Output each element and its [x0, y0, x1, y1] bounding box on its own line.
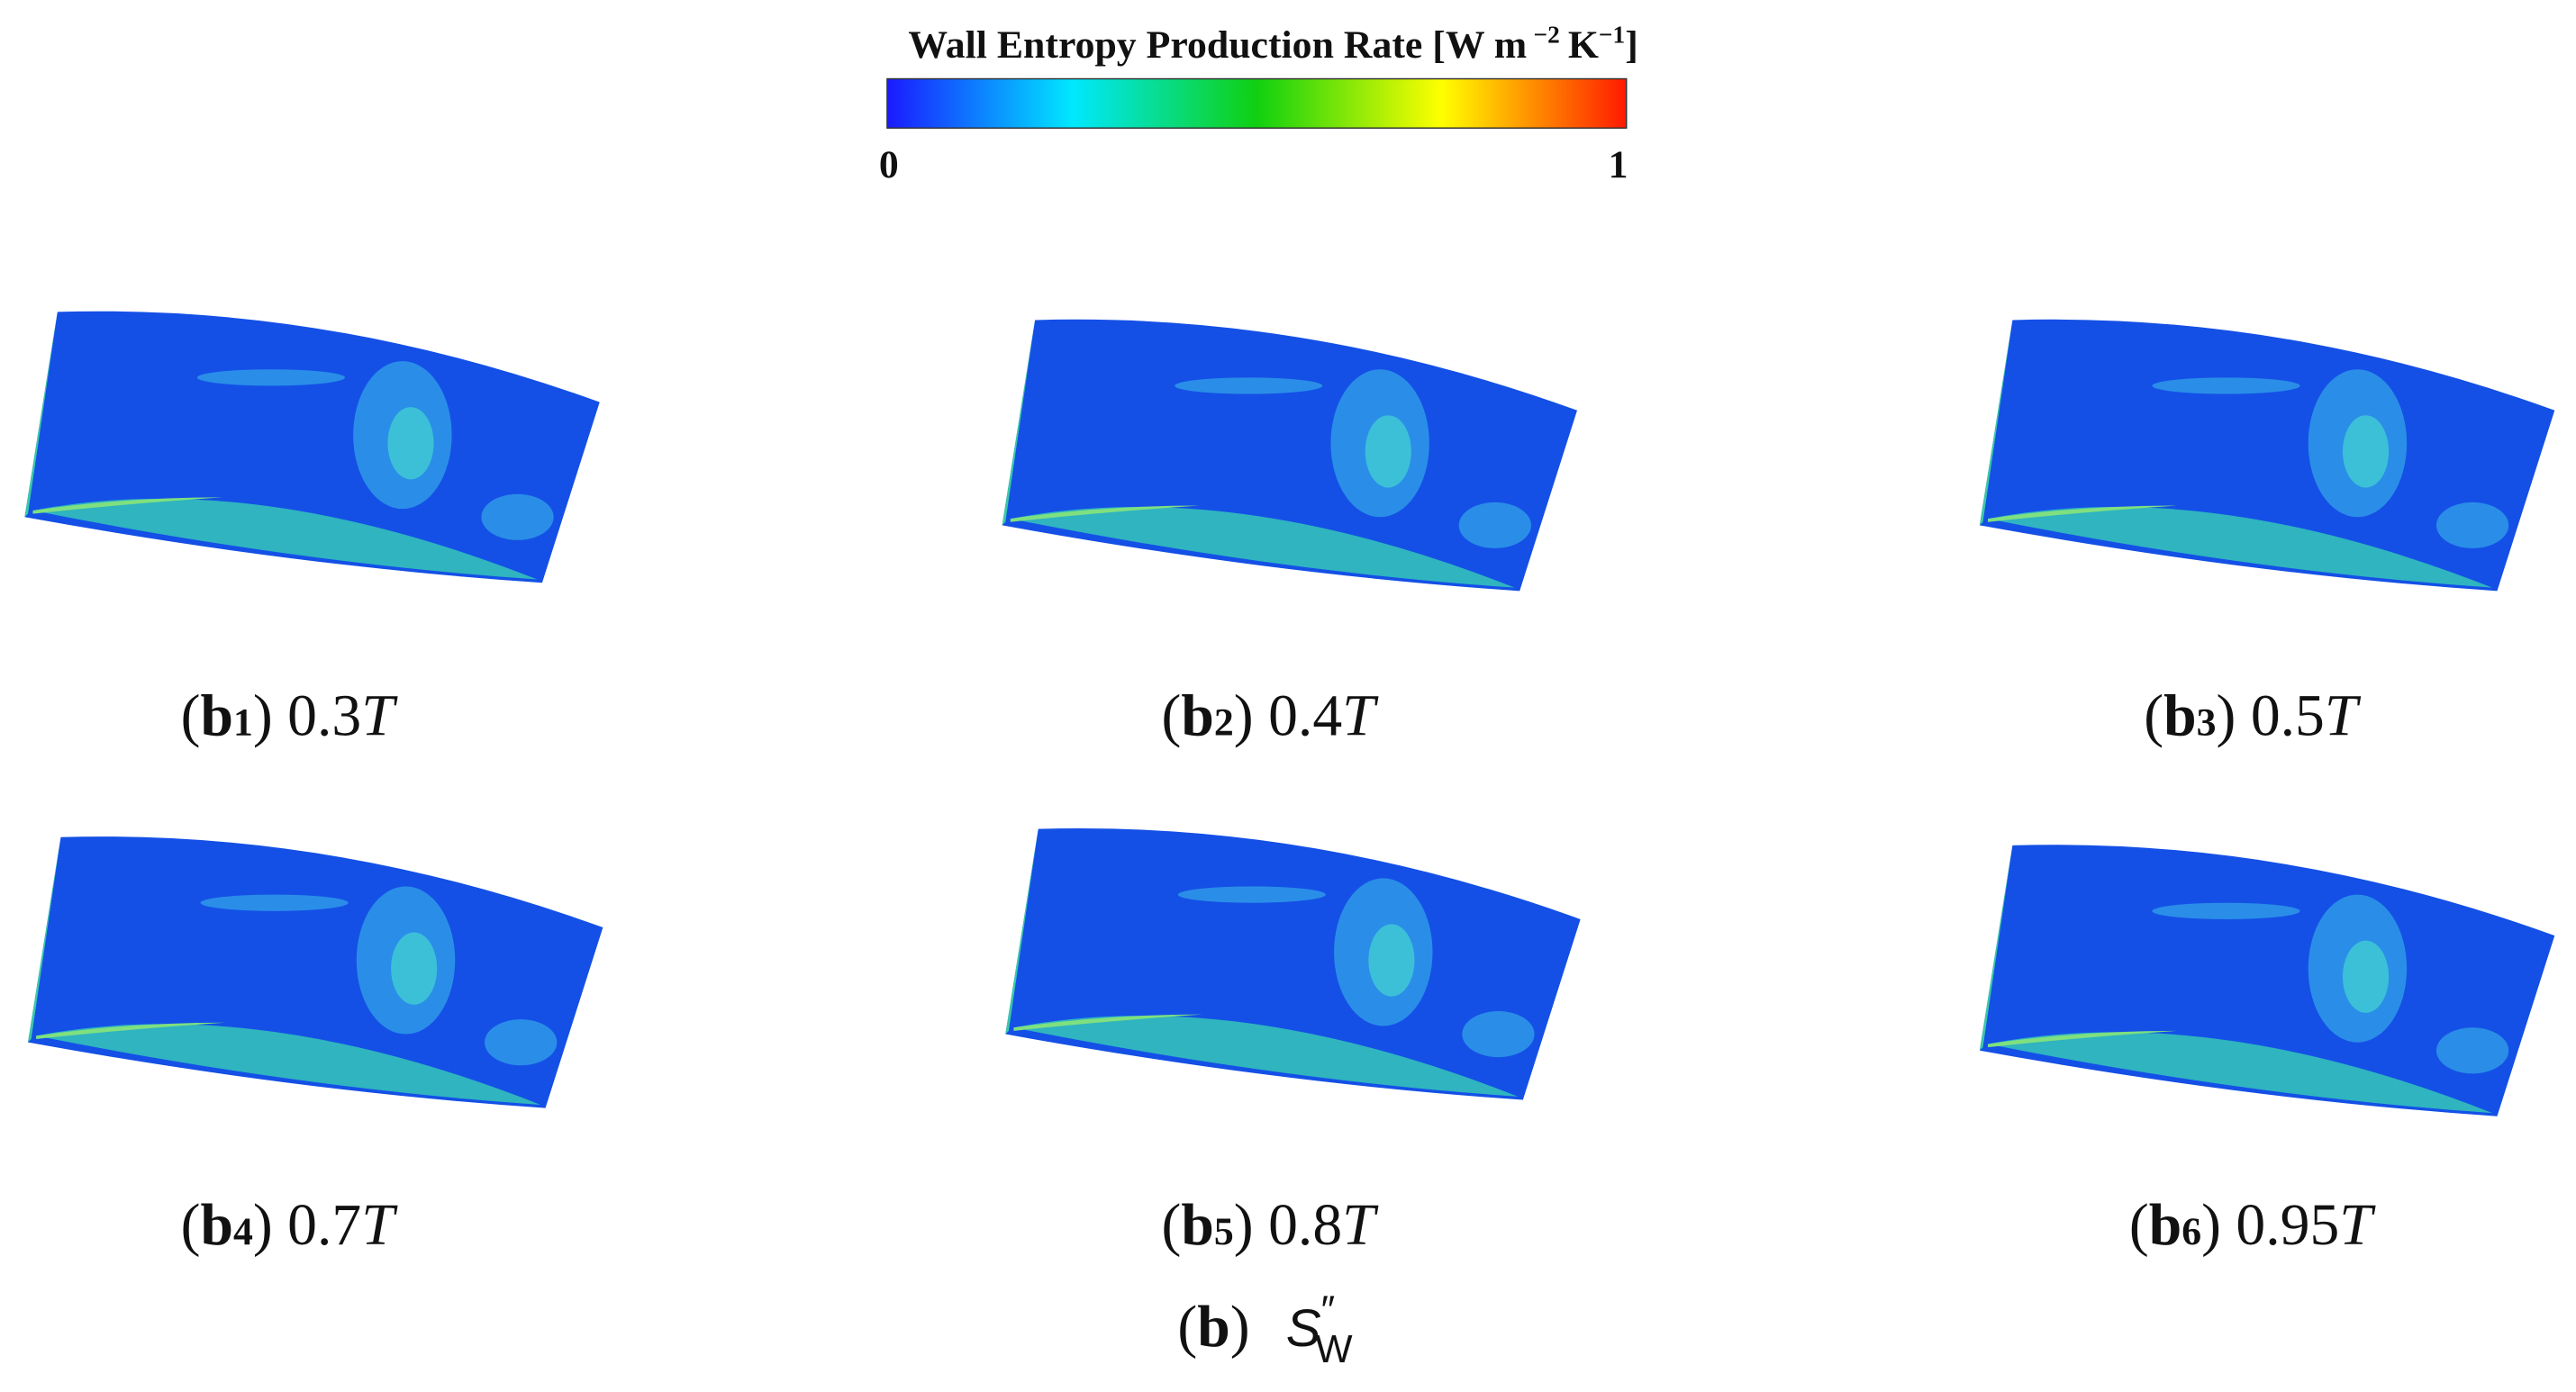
bracket: )	[253, 684, 273, 749]
bracket: (	[1162, 1193, 1182, 1258]
blade-contour	[1005, 827, 1581, 1100]
panel-time: 0.8	[1268, 1193, 1342, 1258]
caption-symbol: S	[1286, 1299, 1321, 1358]
panel-time: 0.4	[1268, 684, 1342, 749]
bracket: )	[2201, 1193, 2221, 1258]
bracket: )	[1234, 1193, 1254, 1258]
blade-contour	[1979, 845, 2555, 1116]
panel-time: 0.3	[287, 684, 361, 749]
bracket: (	[2144, 684, 2163, 749]
bracket: (	[181, 1193, 201, 1258]
bracket: )	[253, 1193, 273, 1258]
title-text: Wall Entropy Production Rate [W m	[908, 23, 1527, 67]
panel-unit: T	[361, 1193, 398, 1258]
panel-unit: T	[361, 684, 398, 749]
panel-tag: b	[1181, 1193, 1214, 1258]
panel-index: 6	[2181, 1210, 2201, 1253]
panel-time: 0.95	[2236, 1193, 2339, 1258]
colorbar-title: Wall Entropy Production Rate [W m −2 K−1]	[908, 21, 1637, 66]
blade-contour	[1002, 319, 1578, 592]
panel-label: (b1) 0.3T	[181, 684, 399, 749]
caption-prime: ″	[1321, 1288, 1336, 1332]
blade-contour	[24, 311, 600, 583]
panel-index: 5	[1214, 1210, 1234, 1253]
caption-tag: b	[1197, 1295, 1230, 1360]
colorbar-tick: 0	[879, 143, 899, 186]
bracket: )	[2217, 684, 2236, 749]
panel-index: 1	[233, 701, 253, 745]
bracket: )	[1230, 1295, 1250, 1360]
panel-time: 0.7	[287, 1193, 361, 1258]
panel-labels: (b1) 0.3T (b2) 0.4T (b3) 0.5T(b4) 0.7T (b5) 0.8T…	[181, 684, 2377, 1258]
panel-index: 3	[2197, 701, 2217, 745]
panel-label: (b5) 0.8T	[1162, 1193, 1380, 1258]
panel-tag: b	[201, 1193, 234, 1258]
panel-index: 4	[233, 1210, 253, 1253]
panel-index: 2	[1214, 701, 1234, 745]
panel-label: (b6) 0.95T	[2129, 1193, 2376, 1258]
bracket: (	[1177, 1295, 1197, 1360]
caption: (b) S″ W	[1177, 1288, 1353, 1371]
panel-tag: b	[2163, 684, 2197, 749]
panel-unit: T	[1342, 1193, 1379, 1258]
panel-label: (b3) 0.5T	[2144, 684, 2362, 749]
bracket: (	[181, 684, 201, 749]
title-unit: K	[1568, 23, 1599, 67]
panel-unit: T	[2339, 1193, 2376, 1258]
bracket: (	[1162, 684, 1182, 749]
title-exponent: −1	[1599, 21, 1625, 48]
panel-tag: b	[1181, 684, 1214, 749]
blade-contour	[1979, 319, 2555, 592]
panel-unit: T	[1342, 684, 1379, 749]
panel-label: (b2) 0.4T	[1162, 684, 1380, 749]
panel-unit: T	[2325, 684, 2362, 749]
panel-tag: b	[2149, 1193, 2182, 1258]
panel-label: (b4) 0.7T	[181, 1193, 399, 1258]
title-exponent: −2	[1534, 21, 1560, 48]
panel-tag: b	[201, 684, 234, 749]
blade-contour	[28, 836, 603, 1108]
title-text: ]	[1625, 23, 1638, 67]
bracket: )	[1234, 684, 1254, 749]
panel-time: 0.5	[2251, 684, 2325, 749]
colorbar	[886, 77, 1628, 129]
bracket: (	[2129, 1193, 2149, 1258]
colorbar-tick: 1	[1609, 143, 1628, 186]
caption-sub: W	[1315, 1327, 1353, 1371]
